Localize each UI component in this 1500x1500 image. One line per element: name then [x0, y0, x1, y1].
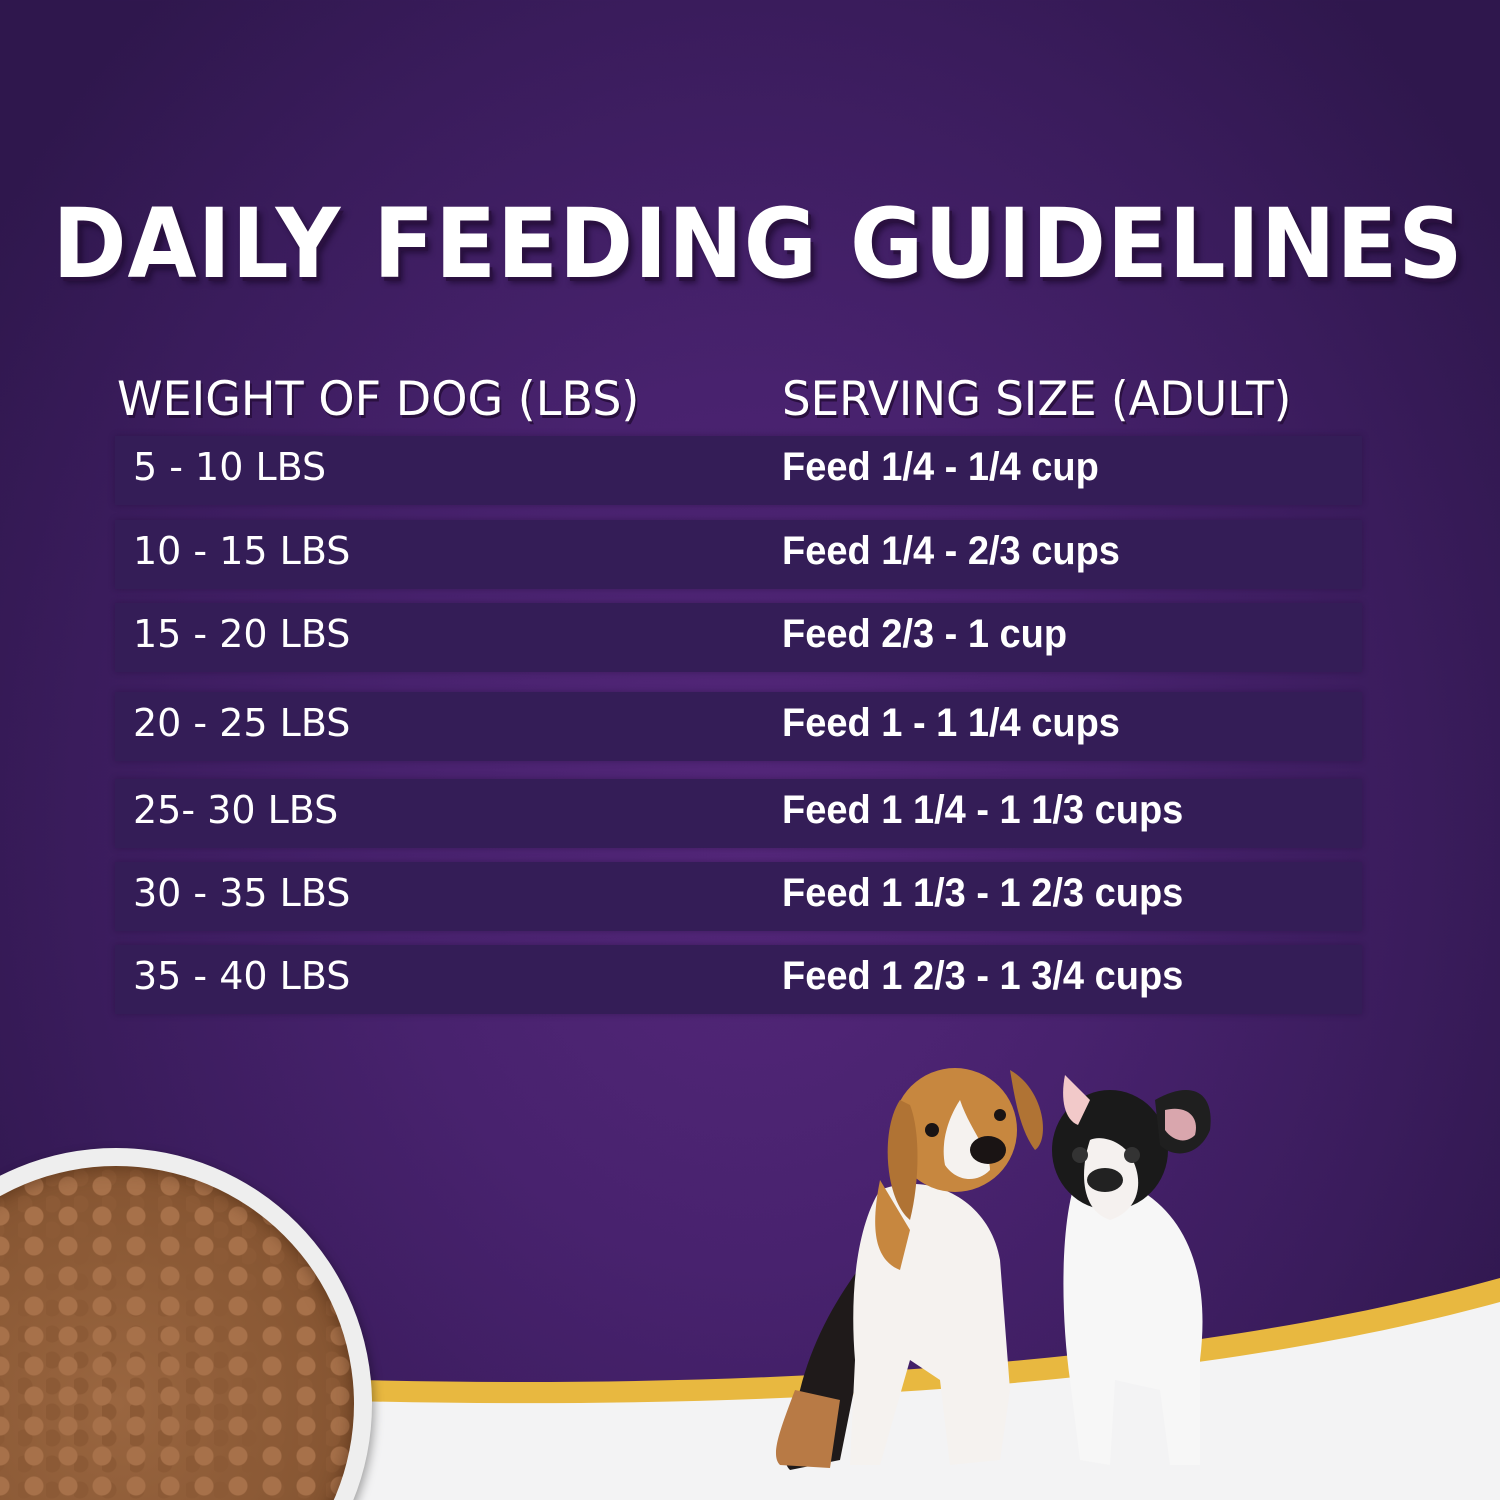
serving-cell: Feed 1 2/3 - 1 3/4 cups [782, 954, 1184, 998]
weight-column-header: WEIGHT OF DOG (LBS) [117, 372, 640, 427]
serving-cell: Feed 2/3 - 1 cup [782, 612, 1068, 656]
weight-cell: 5 - 10 LBS [133, 445, 327, 489]
table-row: 20 - 25 LBS Feed 1 - 1 1/4 cups [115, 692, 1362, 761]
weight-cell: 15 - 20 LBS [133, 612, 351, 656]
serving-cell: Feed 1 - 1 1/4 cups [782, 701, 1120, 745]
french-bulldog-icon [1052, 1075, 1211, 1465]
serving-cell: Feed 1 1/3 - 1 2/3 cups [782, 871, 1184, 915]
dogs-image [775, 1068, 1211, 1470]
table-row: 15 - 20 LBS Feed 2/3 - 1 cup [115, 603, 1362, 672]
weight-cell: 20 - 25 LBS [133, 701, 351, 745]
serving-cell: Feed 1 1/4 - 1 1/3 cups [782, 788, 1184, 832]
table-row: 35 - 40 LBS Feed 1 2/3 - 1 3/4 cups [115, 945, 1362, 1014]
weight-cell: 35 - 40 LBS [133, 954, 351, 998]
table-row: 25- 30 LBS Feed 1 1/4 - 1 1/3 cups [115, 779, 1362, 848]
kibble-icon [0, 1166, 354, 1500]
table-row: 5 - 10 LBS Feed 1/4 - 1/4 cup [115, 436, 1362, 505]
weight-cell: 25- 30 LBS [133, 788, 339, 832]
beagle-icon [775, 1068, 1043, 1470]
serving-cell: Feed 1/4 - 1/4 cup [782, 445, 1099, 489]
serving-cell: Feed 1/4 - 2/3 cups [782, 529, 1120, 573]
weight-cell: 10 - 15 LBS [133, 529, 351, 573]
serving-column-header: SERVING SIZE (ADULT) [782, 372, 1292, 427]
table-row: 10 - 15 LBS Feed 1/4 - 2/3 cups [115, 520, 1362, 589]
kibble-bowl-image [0, 1148, 372, 1500]
weight-cell: 30 - 35 LBS [133, 871, 351, 915]
table-row: 30 - 35 LBS Feed 1 1/3 - 1 2/3 cups [115, 862, 1362, 931]
page-title: DAILY FEEDING GUIDELINES [52, 188, 1464, 300]
